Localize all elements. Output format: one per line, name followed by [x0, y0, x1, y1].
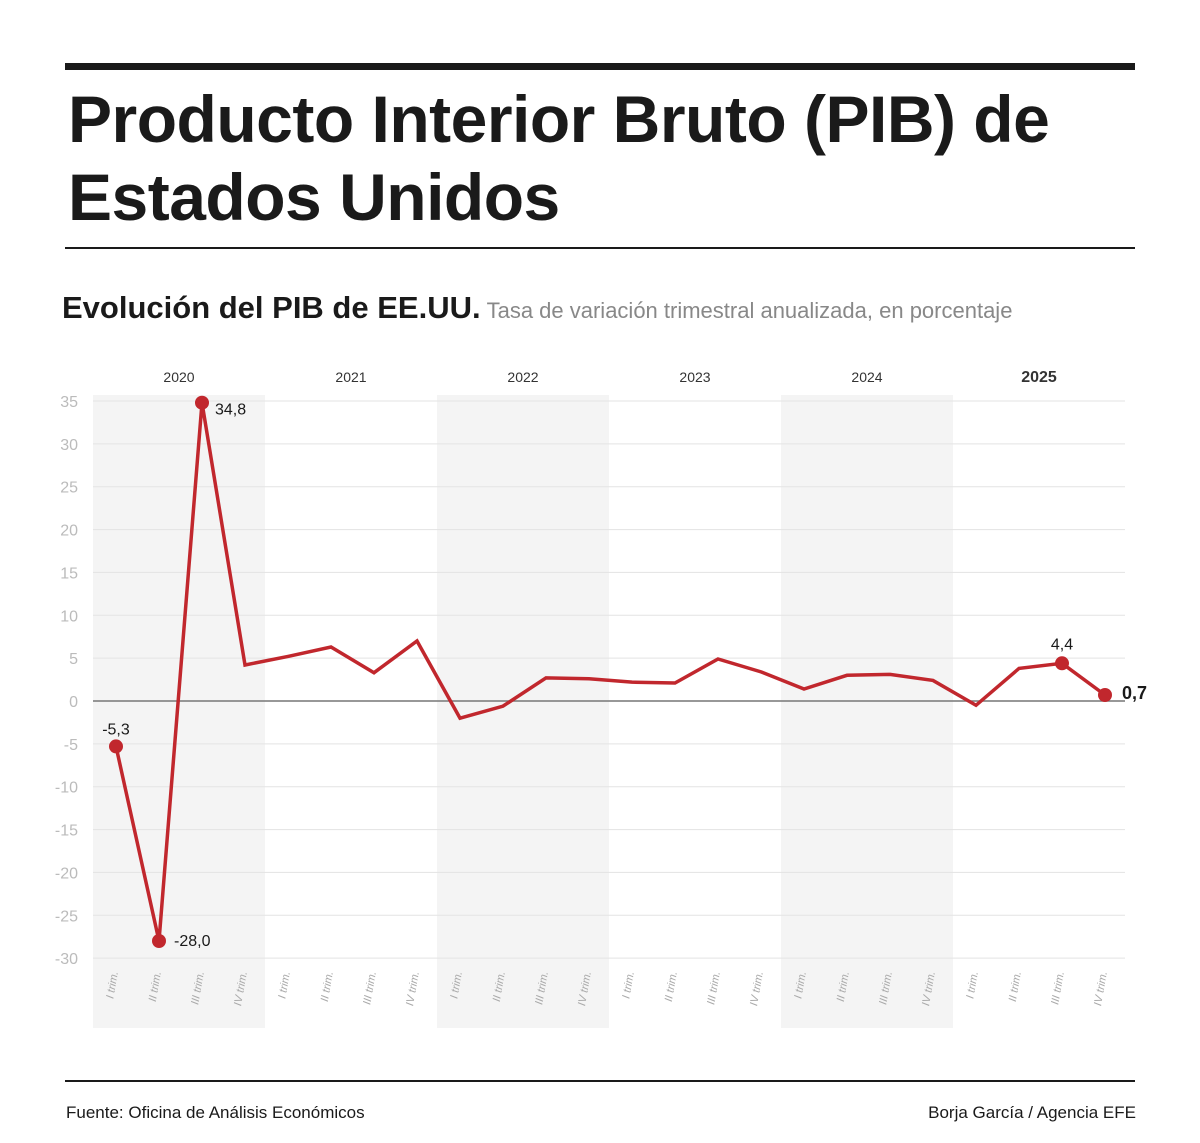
y-tick-label: 10 — [60, 608, 78, 625]
data-point — [1055, 656, 1069, 671]
x-tick-label: I trim. — [104, 970, 121, 999]
x-tick-label: IV trim. — [576, 970, 594, 1006]
x-tick-label: IV trim. — [920, 970, 938, 1006]
y-tick-label: 30 — [60, 437, 78, 454]
year-label: 2020 — [163, 369, 194, 385]
x-tick-label: III trim. — [877, 970, 895, 1005]
data-label: -5,3 — [102, 721, 130, 738]
y-tick-label: -15 — [55, 823, 78, 840]
y-tick-label: 20 — [60, 523, 78, 540]
x-tick-label: II trim. — [835, 970, 852, 1002]
x-tick-label: I trim. — [276, 970, 293, 999]
y-tick-label: -30 — [55, 951, 78, 968]
y-tick-label: -5 — [64, 737, 78, 754]
year-band — [781, 395, 953, 1028]
y-tick-label: -10 — [55, 780, 78, 797]
year-band — [437, 395, 609, 1028]
source-note: Fuente: Oficina de Análisis Económicos — [66, 1103, 365, 1122]
x-tick-label: II trim. — [319, 970, 336, 1002]
x-tick-label: II trim. — [1007, 970, 1024, 1002]
data-point — [152, 934, 166, 948]
data-label: 4,4 — [1051, 636, 1073, 653]
year-label: 2025 — [1021, 369, 1057, 386]
x-tick-label: I trim. — [448, 970, 465, 999]
x-tick-label: II trim. — [491, 970, 508, 1002]
y-tick-label: 5 — [69, 651, 78, 668]
data-point — [195, 395, 209, 410]
series-line — [114, 402, 1107, 942]
y-tick-label: -20 — [55, 865, 78, 882]
x-tick-label: IV trim. — [748, 970, 766, 1006]
chart-description: Tasa de variación trimestral anualizada,… — [486, 298, 1013, 323]
data-label: 34,8 — [215, 402, 246, 419]
x-tick-label: I trim. — [964, 970, 981, 999]
credit-note: Borja García / Agencia EFE — [928, 1103, 1136, 1122]
y-tick-label: 15 — [60, 565, 78, 582]
x-tick-label: I trim. — [620, 970, 637, 999]
year-label: 2024 — [851, 369, 882, 385]
x-tick-label: II trim. — [147, 970, 164, 1002]
y-tick-label: 35 — [60, 394, 78, 411]
x-tick-label: III trim. — [1049, 970, 1067, 1005]
data-point — [1098, 688, 1112, 702]
year-label: 2023 — [679, 369, 710, 385]
y-tick-label: -25 — [55, 908, 78, 925]
data-point — [109, 739, 123, 754]
x-tick-label: I trim. — [792, 970, 809, 999]
footer-rule — [65, 1080, 1135, 1082]
year-label: 2022 — [507, 369, 538, 385]
title-rule — [65, 247, 1135, 249]
y-tick-label: 25 — [60, 480, 78, 497]
year-label: 2021 — [335, 369, 366, 385]
x-tick-label: IV trim. — [232, 970, 250, 1006]
x-tick-label: III trim. — [361, 970, 379, 1005]
x-tick-label: III trim. — [533, 970, 551, 1005]
y-tick-label: 0 — [69, 694, 78, 711]
x-tick-label: III trim. — [705, 970, 723, 1005]
chart-title: Evolución del PIB de EE.UU. — [62, 290, 481, 325]
chart-subtitle: Evolución del PIB de EE.UU. Tasa de varia… — [62, 290, 1012, 326]
x-tick-label: II trim. — [663, 970, 680, 1002]
page-title: Producto Interior Bruto (PIB) de Estados… — [68, 82, 1050, 234]
x-tick-label: IV trim. — [1092, 970, 1110, 1006]
x-tick-label: III trim. — [189, 970, 207, 1005]
top-rule — [65, 63, 1135, 70]
data-label: 0,7 — [1122, 683, 1147, 703]
x-tick-label: IV trim. — [404, 970, 422, 1006]
data-label: -28,0 — [174, 933, 211, 950]
